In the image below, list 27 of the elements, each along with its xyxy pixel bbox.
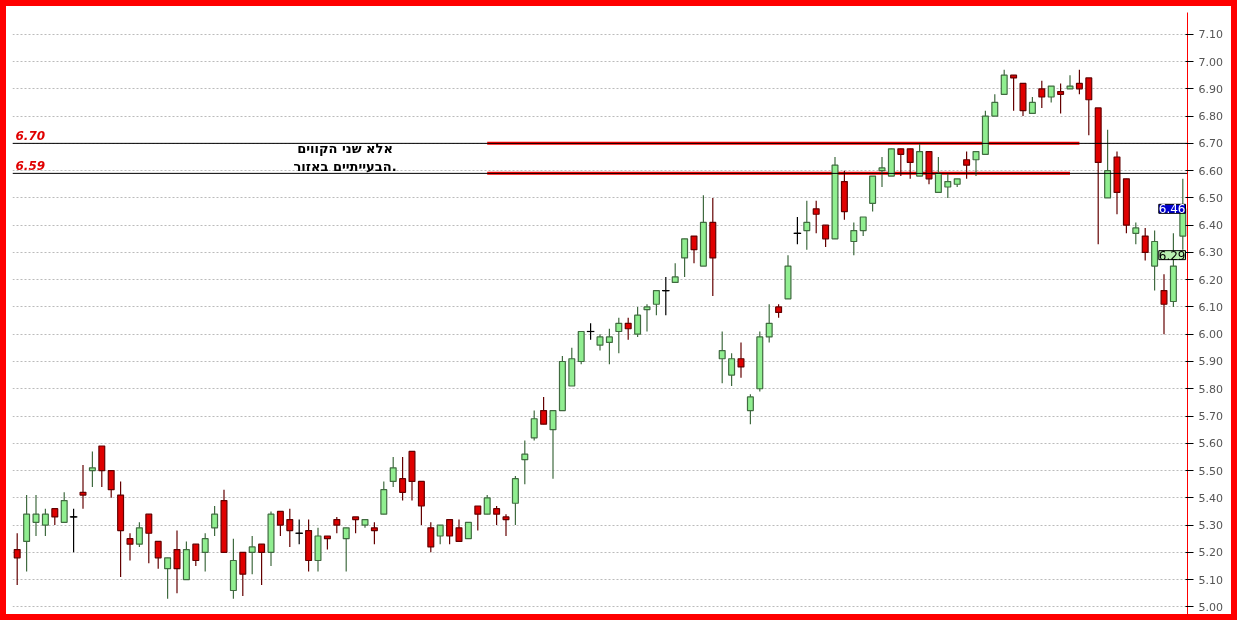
y-tick-label: 6.90 <box>1198 82 1223 96</box>
y-tick-label: 5.20 <box>1198 546 1223 560</box>
y-tick-label: 7.10 <box>1198 28 1223 42</box>
y-tick-label: 5.70 <box>1198 410 1223 424</box>
y-tick-label: 5.40 <box>1198 491 1223 505</box>
y-tick-label: 6.40 <box>1198 219 1223 233</box>
y-tick-label: 6.30 <box>1198 246 1223 260</box>
y-tick-label: 5.10 <box>1198 573 1223 587</box>
y-tick-label: 5.50 <box>1198 464 1223 478</box>
y-tick-label: 5.00 <box>1198 600 1223 614</box>
y-tick-label: 6.50 <box>1198 191 1223 205</box>
y-tick-label: 5.90 <box>1198 355 1223 369</box>
y-tick-label: 6.10 <box>1198 300 1223 314</box>
annotation: 6.46 <box>1158 202 1186 217</box>
y-tick-label: 6.20 <box>1198 273 1223 287</box>
y-tick-label: 5.80 <box>1198 382 1223 396</box>
y-tick-label: 5.60 <box>1198 437 1223 451</box>
y-tick-label: 6.00 <box>1198 328 1223 342</box>
annotation: 6.29 <box>1158 248 1186 263</box>
y-tick-label: 6.60 <box>1198 164 1223 178</box>
y-tick-label: 6.80 <box>1198 110 1223 124</box>
ref-line-label: 6.70 <box>15 129 46 144</box>
y-tick-label: 6.70 <box>1198 137 1223 151</box>
y-tick-label: 5.30 <box>1198 519 1223 533</box>
annotation: אלא שני הקווים הבעייתיים באזור. <box>293 140 397 174</box>
y-tick-label: 7.00 <box>1198 55 1223 69</box>
ref-line-label: 6.59 <box>15 159 46 174</box>
